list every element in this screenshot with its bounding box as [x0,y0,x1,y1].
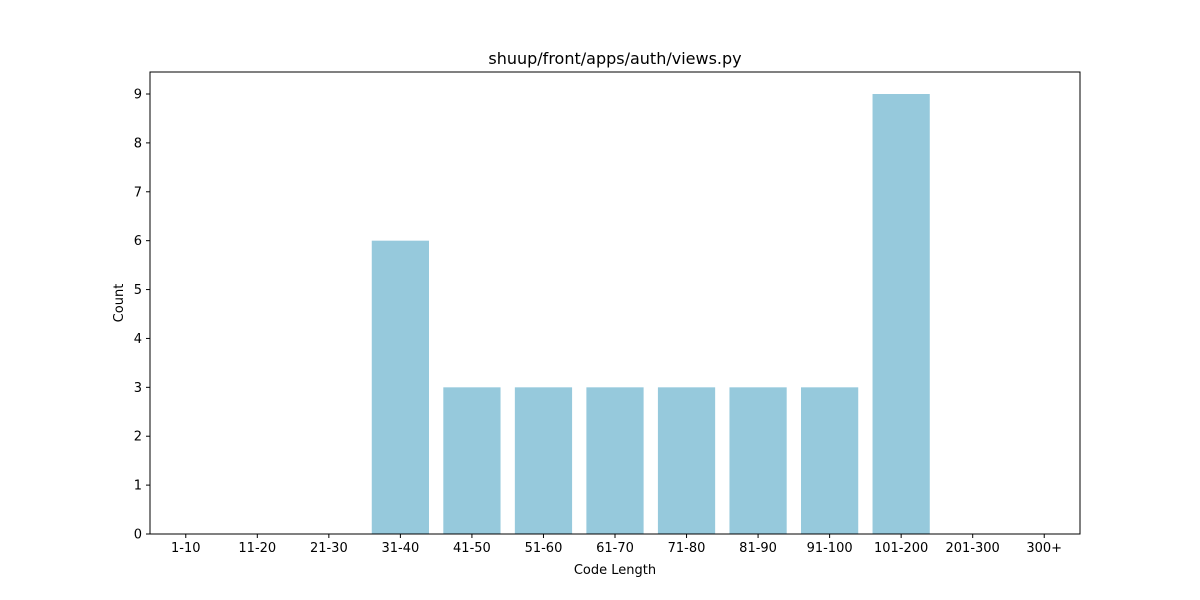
bar-51-60 [514,387,573,534]
bars-group [371,94,930,535]
y-tick-label: 8 [134,136,142,151]
y-axis-ticks: 0 1 2 3 4 5 6 7 8 9 [134,88,150,543]
x-tick-label: 300+ [1026,541,1062,556]
bar-61-70 [586,387,644,534]
x-tick-label: 101-200 [874,541,928,556]
y-tick-label: 5 [134,283,142,298]
x-tick-label: 81-90 [739,541,777,556]
x-tick-label: 91-100 [807,541,853,556]
y-tick-label: 6 [134,234,142,249]
y-tick-label: 0 [134,528,142,543]
x-tick-label: 41-50 [453,541,491,556]
x-tick-label: 51-60 [525,541,563,556]
bar-31-40 [371,240,429,535]
x-tick-label: 1-10 [171,541,201,556]
bar-41-50 [443,387,501,534]
y-tick-label: 7 [134,185,142,200]
x-tick-label: 11-20 [238,541,276,556]
chart-title: shuup/front/apps/auth/views.py [488,49,741,68]
y-axis-label: Count [112,284,127,323]
bar-81-90 [729,387,787,534]
x-axis-ticks: 1-10 11-20 21-30 31-40 41-50 51-60 61-70 71-80 8… [171,534,1062,556]
x-tick-label: 201-300 [946,541,1000,556]
x-tick-label: 61-70 [596,541,634,556]
x-tick-label: 21-30 [310,541,348,556]
bar-71-80 [657,387,716,534]
x-tick-label: 71-80 [668,541,706,556]
y-tick-label: 4 [134,332,142,347]
y-tick-label: 1 [134,479,142,494]
bar-91-100 [801,387,859,534]
bar-101-200 [872,94,930,534]
x-axis-label: Code Length [574,563,656,578]
y-tick-label: 3 [134,381,142,396]
x-tick-label: 31-40 [381,541,419,556]
y-tick-label: 2 [134,430,142,445]
y-tick-label: 9 [134,88,142,103]
